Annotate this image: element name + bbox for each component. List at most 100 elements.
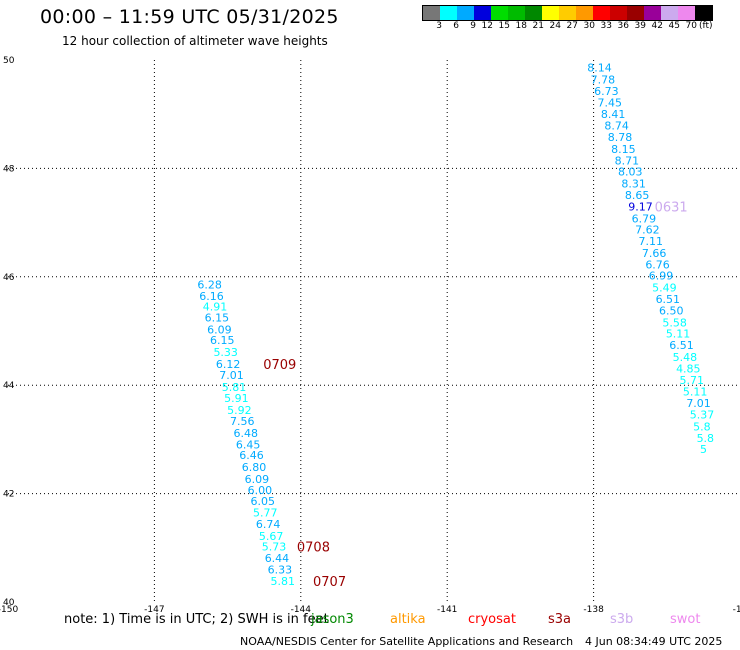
color-swatch	[542, 6, 559, 20]
color-swatch	[644, 6, 661, 20]
swh-value: 8.65	[625, 189, 650, 202]
swh-value: 6.09	[207, 323, 232, 336]
footer-timestamp: 4 Jun 08:34:49 UTC 2025	[585, 635, 723, 648]
color-scale-unit: (ft)	[699, 21, 713, 31]
satellite-legend-s3b: s3b	[610, 612, 634, 627]
swh-value: 8.78	[608, 131, 633, 144]
satellite-legend-cryosat: cryosat	[468, 612, 516, 627]
x-tick-label: -147	[144, 605, 164, 615]
swh-value: 6.44	[265, 552, 290, 565]
swh-value: 5.37	[690, 408, 715, 421]
swh-value: 6.33	[268, 563, 293, 576]
swh-value: 8.03	[618, 166, 643, 179]
pass-time-label: 0709	[263, 358, 296, 373]
swh-value: 7.01	[219, 369, 244, 382]
swh-value: 8.31	[621, 178, 646, 191]
color-swatch	[423, 6, 440, 20]
swh-value: 6.16	[199, 290, 224, 303]
swh-value: 5	[700, 443, 707, 456]
color-scale-tick-label: 18	[515, 21, 527, 31]
swh-value: 5.33	[213, 346, 238, 359]
color-swatch	[525, 6, 542, 20]
x-tick-label: -150	[0, 605, 18, 615]
swh-value: 7.45	[598, 96, 623, 109]
x-tick-label: -144	[291, 605, 312, 615]
swh-value: 6.73	[594, 85, 619, 98]
swh-value: 8.14	[587, 62, 612, 75]
swh-value: 4.91	[203, 301, 228, 314]
swh-value: 5.67	[259, 530, 284, 543]
color-scale-tick-label: 6	[453, 21, 459, 31]
color-swatch	[593, 6, 610, 20]
color-swatch	[440, 6, 457, 20]
color-swatch	[678, 6, 695, 20]
y-tick-label: 42	[3, 490, 14, 500]
color-swatch	[508, 6, 525, 20]
color-swatch	[474, 6, 491, 20]
color-scale-tick-label: 33	[600, 21, 612, 31]
satellite-legend-altika: altika	[390, 612, 426, 627]
y-tick-label: 44	[3, 381, 15, 391]
x-tick-label: -141	[437, 605, 457, 615]
swh-value: 8.71	[615, 154, 640, 167]
swh-value: 7.78	[591, 74, 616, 87]
swh-value: 6.80	[242, 461, 267, 474]
color-swatch	[661, 6, 678, 20]
swh-value: 5.81	[271, 575, 296, 588]
swh-value: 6.74	[256, 518, 280, 531]
swh-value: 6.79	[632, 212, 657, 225]
color-swatch	[627, 6, 644, 20]
swh-value: 5.48	[673, 351, 698, 364]
swh-value: 5.81	[222, 381, 247, 394]
color-scale-tick-label: 36	[617, 21, 629, 31]
swh-value: 6.99	[649, 270, 674, 283]
swh-value: 7.56	[230, 415, 255, 428]
satellite-legend-s3a: s3a	[548, 612, 572, 627]
color-scale-tick-label: 42	[651, 21, 663, 31]
satellite-legend-swot: swot	[670, 612, 701, 627]
color-scale-tick-label: 24	[549, 21, 561, 31]
swh-value: 6.76	[645, 258, 670, 271]
swh-value: 5.11	[666, 328, 691, 341]
swh-value: 6.09	[245, 473, 270, 486]
color-scale-legend	[422, 5, 713, 21]
color-swatch	[610, 6, 627, 20]
color-scale-tick-label: 3	[436, 21, 442, 31]
y-tick-label: 50	[3, 56, 15, 66]
color-scale-tick-label: 12	[481, 21, 493, 31]
color-scale-tick-label: 15	[498, 21, 510, 31]
color-swatch	[695, 6, 712, 20]
pass-time-label: 0631	[655, 200, 688, 215]
pass-time-label: 0707	[313, 575, 346, 590]
color-scale-tick-label: 30	[583, 21, 595, 31]
swh-value: 4.85	[676, 362, 701, 375]
color-scale-tick-label: 39	[634, 21, 646, 31]
swh-value: 5.73	[262, 541, 287, 554]
y-tick-label: 46	[3, 273, 15, 283]
color-scale-tick-label: 27	[566, 21, 578, 31]
y-tick-label: 40	[3, 598, 15, 608]
x-tick-label: -138	[583, 605, 604, 615]
swh-value: 6.15	[210, 334, 235, 347]
x-tick-label: -13	[733, 605, 740, 615]
chart-note: note: 1) Time is in UTC; 2) SWH is in fe…	[64, 612, 329, 627]
color-scale-tick-label: 21	[532, 21, 544, 31]
swh-value: 5.49	[652, 282, 677, 295]
swh-value: 7.01	[686, 397, 711, 410]
swh-value: 8.74	[604, 120, 629, 133]
swh-value: 6.51	[656, 293, 681, 306]
swh-value: 8.41	[601, 108, 626, 121]
color-scale-tick-label: 70	[685, 21, 697, 31]
swh-value: 5.8	[697, 432, 715, 445]
swh-value: 5.92	[227, 404, 252, 417]
color-swatch	[457, 6, 474, 20]
swh-value: 5.91	[224, 392, 249, 405]
swh-value: 6.05	[251, 495, 276, 508]
swh-value: 6.51	[669, 339, 694, 352]
pass-time-label: 0708	[297, 541, 330, 556]
swh-value: 5.58	[662, 316, 687, 329]
swh-value: 7.11	[638, 235, 663, 248]
y-tick-label: 48	[3, 164, 15, 174]
swh-value: 7.66	[642, 247, 667, 260]
chart-title: 00:00 – 11:59 UTC 05/31/2025	[40, 6, 339, 28]
